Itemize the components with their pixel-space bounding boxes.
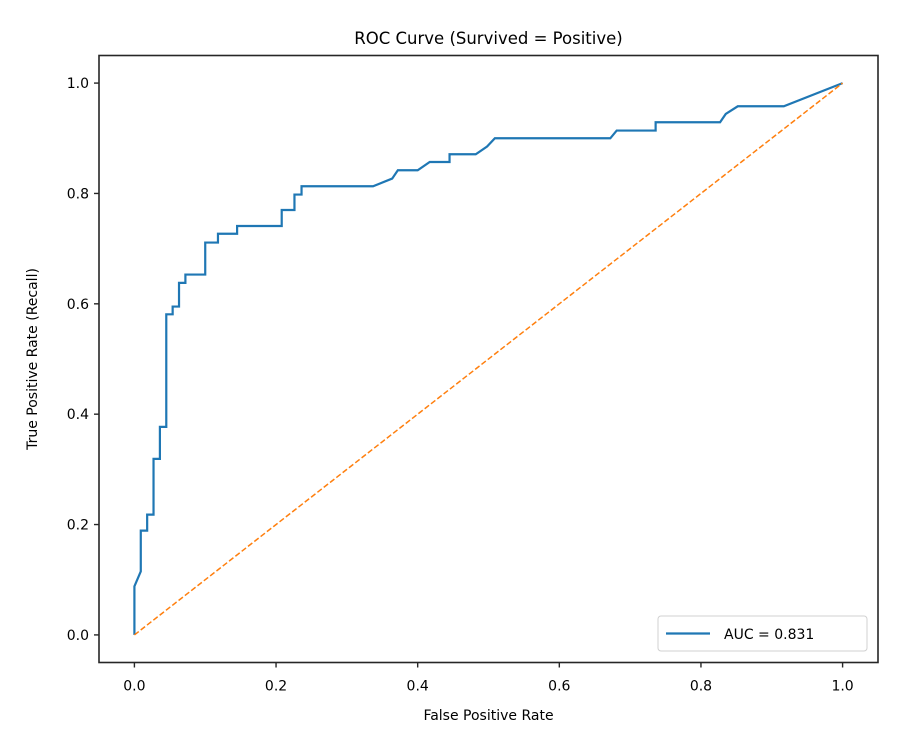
y-tick-label: 0.2 xyxy=(67,518,89,534)
x-tick-label: 0.2 xyxy=(265,679,287,695)
y-tick-label: 0.4 xyxy=(67,407,89,423)
axes-frame xyxy=(98,54,879,664)
y-tick-label: 0.8 xyxy=(67,186,89,202)
plot-area xyxy=(133,82,844,636)
x-tick-label: 0.6 xyxy=(548,679,570,695)
chart-title: ROC Curve (Survived = Positive) xyxy=(354,29,622,48)
x-tick-label: 0.8 xyxy=(690,679,712,695)
x-tick-label: 0.4 xyxy=(407,679,429,695)
y-axis-label: True Positive Rate (Recall) xyxy=(25,268,41,451)
legend-label-auc: AUC = 0.831 xyxy=(724,627,814,643)
x-tick-label: 1.0 xyxy=(831,679,853,695)
y-tick-label: 0.6 xyxy=(67,297,89,313)
chance-diagonal-line xyxy=(133,82,844,636)
x-axis-label: False Positive Rate xyxy=(423,708,553,724)
roc-curve-line xyxy=(133,82,843,635)
legend-box xyxy=(657,615,868,652)
x-tick-label: 0.0 xyxy=(123,679,145,695)
legend: AUC = 0.831 xyxy=(657,615,868,652)
y-tick-label: 1.0 xyxy=(67,76,89,92)
y-tick-label: 0.0 xyxy=(67,628,89,644)
y-axis-ticks: 0.0 0.2 0.4 0.6 0.8 1.0 xyxy=(67,76,99,644)
x-axis-ticks: 0.0 0.2 0.4 0.6 0.8 1.0 xyxy=(123,662,854,695)
